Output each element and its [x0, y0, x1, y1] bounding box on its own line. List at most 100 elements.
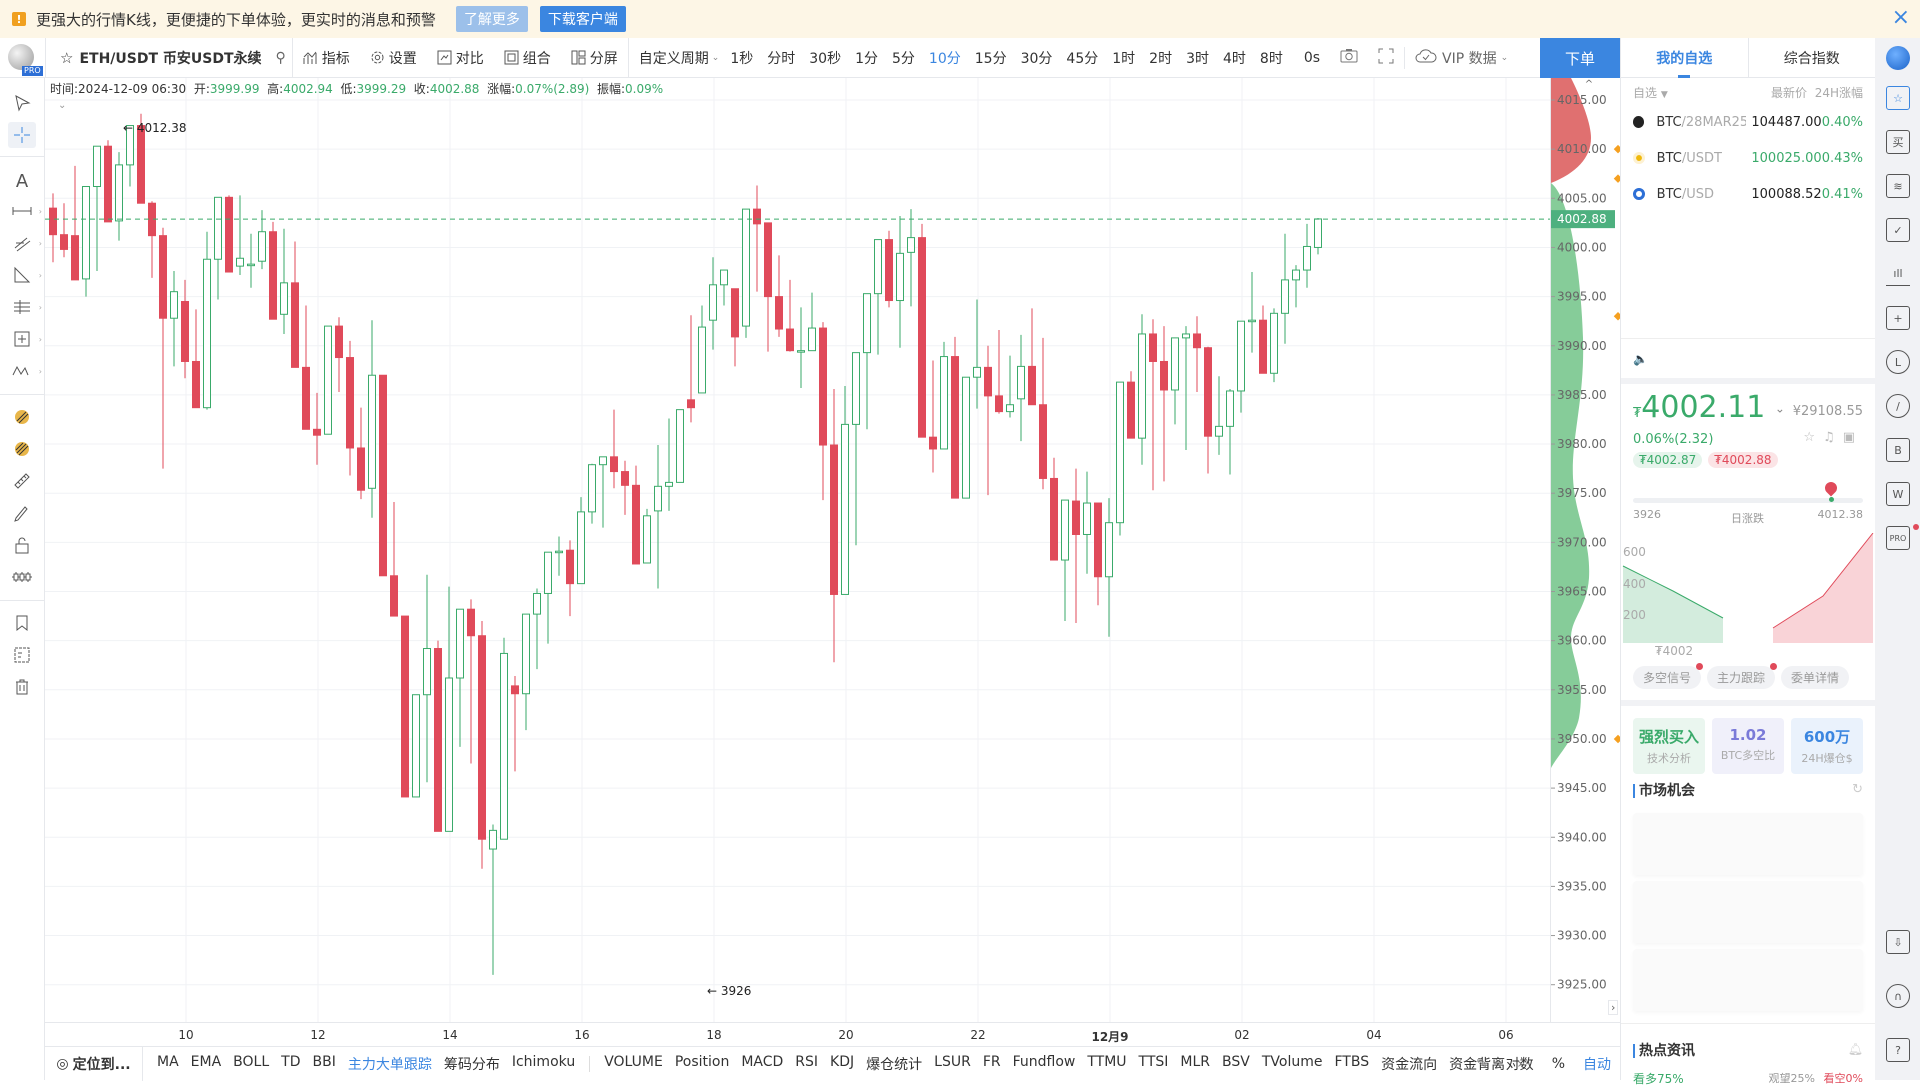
sub-indicator-MLR[interactable]: MLR: [1180, 1053, 1211, 1070]
close-icon[interactable]: ×: [1891, 5, 1910, 30]
line-tool[interactable]: ›: [8, 198, 42, 224]
period-1分[interactable]: 1分: [855, 50, 878, 67]
magnet-tool[interactable]: [8, 404, 36, 430]
new-page-icon[interactable]: +: [1886, 306, 1910, 330]
indicator-筹码分布[interactable]: 筹码分布: [443, 1056, 500, 1073]
indicators-button[interactable]: 指标: [293, 38, 360, 78]
period-3时[interactable]: 3时: [1186, 50, 1209, 67]
strong-magnet-tool[interactable]: [8, 436, 36, 462]
indicator-TD[interactable]: TD: [281, 1053, 301, 1070]
watchlist-row[interactable]: BTC/USD 100088.52 0.41%: [1621, 176, 1875, 212]
alarm-clock-icon[interactable]: L: [1886, 350, 1910, 374]
web-window-icon[interactable]: W: [1886, 482, 1910, 506]
sub-indicator-爆仓统计[interactable]: 爆仓统计: [866, 1056, 923, 1073]
compare-button[interactable]: 对比: [427, 38, 494, 78]
b-icon[interactable]: ▣: [1842, 430, 1863, 445]
alert-bell-icon[interactable]: ♫: [1823, 430, 1843, 445]
vip-data-dropdown[interactable]: VIP 数据 ⌄: [1405, 38, 1518, 78]
app-logo[interactable]: PRO: [0, 37, 46, 78]
custom-period-dropdown[interactable]: 自定义周期 ⌄: [629, 38, 724, 78]
crosshair-tool[interactable]: [8, 122, 36, 148]
collapse-info-icon[interactable]: ⌄: [58, 100, 67, 111]
watchlist-filter[interactable]: 自选 ▼: [1633, 84, 1668, 104]
period-5分[interactable]: 5分: [892, 50, 915, 67]
brush-tool[interactable]: [8, 500, 36, 526]
speaker-icon[interactable]: 🔈: [1633, 352, 1648, 366]
combine-button[interactable]: 组合: [494, 38, 561, 78]
chart-canvas[interactable]: ← 4012.38 ← 3926: [45, 78, 1550, 1022]
fullscreen-button[interactable]: [1368, 38, 1404, 78]
indicator-EMA[interactable]: EMA: [190, 1053, 222, 1070]
order-check-icon[interactable]: ✓: [1886, 218, 1910, 242]
measure-tool[interactable]: ›: [8, 326, 42, 352]
sub-indicator-FR[interactable]: FR: [982, 1053, 1001, 1070]
opportunity-card-placeholder[interactable]: [1633, 813, 1863, 875]
download-client-button[interactable]: 下载客户端: [539, 6, 626, 32]
log-scale-toggle[interactable]: 对数: [1505, 1057, 1534, 1073]
sub-indicator-TTSI[interactable]: TTSI: [1138, 1053, 1169, 1070]
sub-indicator-FTBS[interactable]: FTBS: [1334, 1053, 1370, 1070]
buy-icon[interactable]: 买: [1886, 130, 1910, 154]
help-icon[interactable]: ?: [1886, 1038, 1910, 1062]
split-screen-button[interactable]: 分屏: [561, 38, 628, 78]
sub-indicator-Fundflow[interactable]: Fundflow: [1012, 1053, 1076, 1070]
opportunity-card-placeholder[interactable]: [1633, 881, 1863, 943]
sub-indicator-VOLUME[interactable]: VOLUME: [604, 1053, 663, 1070]
more-indicators-button[interactable]: ›: [1517, 1055, 1523, 1072]
bookmark-tool[interactable]: [8, 610, 36, 636]
place-order-button[interactable]: 下单: [1540, 38, 1620, 78]
indicator-主力大单跟踪[interactable]: 主力大单跟踪: [347, 1056, 432, 1073]
delete-drawings-tool[interactable]: [8, 674, 36, 700]
symbol-selector[interactable]: ☆ ETH/USDT 币安USDT永续 ⚲: [46, 38, 292, 78]
lock-tool[interactable]: [8, 532, 36, 558]
indicator-BBI[interactable]: BBI: [312, 1053, 336, 1070]
sub-indicator-BSV[interactable]: BSV: [1222, 1053, 1250, 1070]
scroll-up-icon[interactable]: ^: [1576, 80, 1602, 92]
opportunity-card-placeholder[interactable]: [1633, 949, 1863, 1011]
tab-composite-index[interactable]: 综合指数: [1747, 38, 1876, 78]
watchlist-row[interactable]: BTC/USDT 100025.00 0.43%: [1621, 140, 1875, 176]
sub-indicator-资金流向[interactable]: 资金流向: [1381, 1056, 1438, 1073]
notification-bell-icon[interactable]: 🔔︎: [1847, 1042, 1863, 1056]
signal-tab[interactable]: 主力跟踪: [1707, 663, 1778, 689]
indicator-Ichimoku[interactable]: Ichimoku: [511, 1053, 576, 1070]
signal-tab[interactable]: 委单详情: [1781, 666, 1850, 689]
sub-indicator-RSI[interactable]: RSI: [795, 1053, 819, 1070]
sub-indicator-TVolume[interactable]: TVolume: [1261, 1053, 1323, 1070]
download-icon[interactable]: ⇩: [1886, 930, 1910, 954]
period-30分[interactable]: 30分: [1020, 50, 1053, 67]
period-1秒[interactable]: 1秒: [730, 50, 754, 67]
sub-indicator-MACD[interactable]: MACD: [741, 1053, 784, 1070]
depth-chart[interactable]: 600 400 200: [1621, 533, 1875, 653]
expand-right-icon[interactable]: ›: [1608, 1000, 1619, 1015]
hide-drawings-tool[interactable]: [8, 564, 36, 590]
pro-icon[interactable]: PRO: [1886, 526, 1910, 550]
bar-stats-icon[interactable]: ıll: [1886, 262, 1910, 286]
stat-card[interactable]: 600万 24H爆仓$: [1791, 718, 1863, 774]
learn-more-button[interactable]: 了解更多: [455, 6, 528, 32]
refresh-icon[interactable]: ↻: [1852, 782, 1863, 797]
sub-indicator-Position[interactable]: Position: [674, 1053, 730, 1070]
text-tool[interactable]: A: [8, 168, 36, 194]
watchlist-star-icon[interactable]: ☆: [1886, 86, 1910, 110]
fibonacci-tool[interactable]: ›: [8, 294, 42, 320]
sub-indicator-资金背离[interactable]: 资金背离: [1449, 1056, 1506, 1073]
pattern-tool[interactable]: ›: [8, 358, 42, 384]
period-8时[interactable]: 8时: [1259, 50, 1283, 67]
indicator-BOLL[interactable]: BOLL: [233, 1053, 270, 1070]
period-4时[interactable]: 4时: [1223, 50, 1246, 67]
search-icon[interactable]: ⚲: [275, 49, 286, 66]
cursor-tool[interactable]: [8, 90, 36, 116]
tab-my-watchlist[interactable]: 我的自选: [1621, 38, 1748, 78]
period-1时[interactable]: 1时: [1112, 50, 1136, 67]
shape-tool[interactable]: ›: [8, 262, 42, 288]
period-15分[interactable]: 15分: [974, 50, 1007, 67]
ruler-tool[interactable]: [8, 468, 36, 494]
candlestick-chart[interactable]: ← 4012.38 ← 3926: [45, 78, 1550, 1022]
signal-tab[interactable]: 多空信号: [1633, 663, 1704, 689]
market-report-icon[interactable]: ≋: [1886, 174, 1910, 198]
time-axis[interactable]: 10 12 14 16 18 20 22 12月9 02 04 06: [45, 1022, 1620, 1046]
star-icon[interactable]: ☆: [60, 48, 74, 67]
price-axis[interactable]: 4015.00 4010.00 4005.00 4000.00 3995.00 3990.…: [1550, 78, 1620, 1022]
stat-card[interactable]: 1.02 BTC多空比: [1712, 718, 1784, 774]
